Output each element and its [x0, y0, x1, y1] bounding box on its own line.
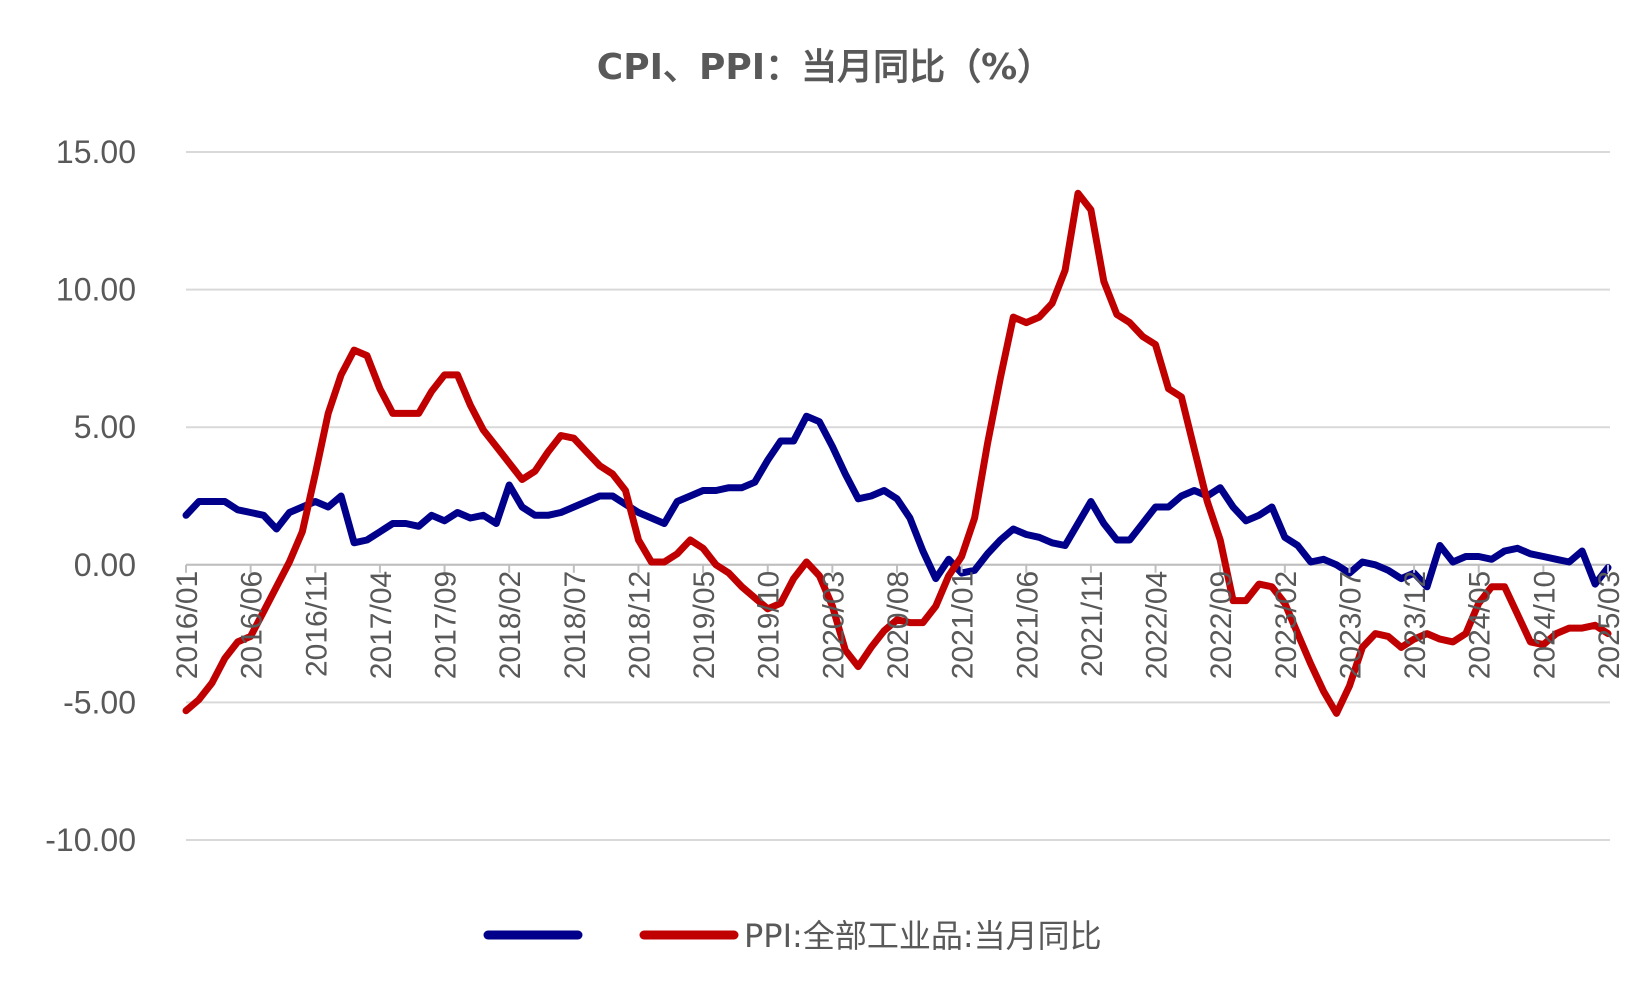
y-tick-label: -5.00 [63, 684, 136, 720]
series-line-1 [182, 412, 1612, 591]
y-tick-label: 0.00 [74, 547, 136, 583]
x-tick-label: 2018/02 [494, 571, 527, 679]
x-axis-tick-labels: 2016/01 2016/06 2016/11 2017/04 2017/09 2018/… [171, 564, 1626, 679]
x-tick-label: 2023/07 [1335, 571, 1368, 679]
x-tick-label: 2022/09 [1205, 571, 1238, 679]
chart-title: CPI、PPI：当月同比（%） [596, 47, 1054, 88]
x-tick-label: 2018/12 [624, 571, 657, 679]
x-tick-label: 2023/02 [1270, 571, 1303, 679]
x-tick-label: 2019/10 [753, 571, 786, 679]
x-tick-label: 2022/04 [1141, 571, 1174, 679]
legend-label-2: PPI:全部工业品:当月同比 [744, 917, 1102, 955]
x-tick-label: 2018/07 [559, 571, 592, 679]
x-tick-label: 2020/03 [817, 571, 850, 679]
legend: PPI:全部工业品:当月同比 [483, 917, 1102, 955]
y-tick-label: 5.00 [74, 409, 136, 445]
x-tick-label: 2020/08 [882, 571, 915, 679]
x-tick-label: 2016/01 [171, 571, 204, 679]
x-tick-label: 2021/06 [1011, 571, 1044, 679]
x-tick-label: 2017/04 [365, 571, 398, 679]
x-tick-label: 2016/06 [236, 571, 269, 679]
x-tick-label: 2024/10 [1528, 571, 1561, 679]
y-tick-label: -10.00 [45, 822, 136, 858]
series-lines [182, 189, 1612, 717]
x-tick-label: 2023/12 [1399, 571, 1432, 679]
series-line-2 [182, 189, 1612, 717]
x-tick-label: 2024/05 [1464, 571, 1497, 679]
x-tick-label: 2025/03 [1593, 571, 1626, 679]
x-tick-label: 2021/01 [947, 571, 980, 679]
y-tick-label: 15.00 [56, 134, 136, 170]
y-axis-tick-labels: 15.00 10.00 5.00 0.00 -5.00 -10.00 [45, 134, 136, 858]
x-tick-label: 2017/09 [430, 571, 463, 679]
x-tick-label: 2016/11 [300, 571, 333, 677]
y-tick-label: 10.00 [56, 272, 136, 308]
x-tick-label: 2019/05 [688, 571, 721, 679]
x-tick-label: 2021/11 [1076, 571, 1109, 677]
